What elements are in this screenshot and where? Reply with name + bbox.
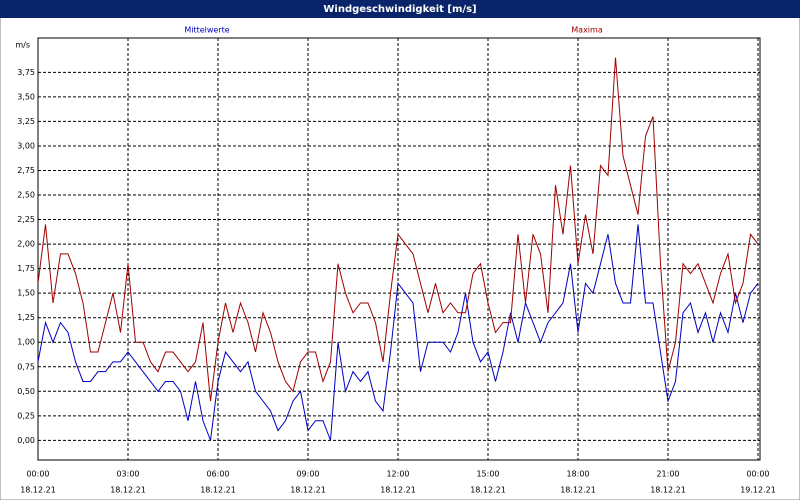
y-tick-label: 0,00 [17,436,35,445]
series-line [37,224,759,441]
x-tick-date: 19.12.21 [740,486,776,495]
title-bar [0,0,800,18]
y-tick-label: 0,50 [17,387,35,396]
x-tick-date: 18.12.21 [290,486,326,495]
y-tick-label: 1,25 [17,313,35,322]
x-tick-label: 15:00 [476,470,499,479]
x-tick-label: 06:00 [206,470,229,479]
x-tick-label: 03:00 [116,470,139,479]
y-axis-label: m/s [15,41,30,50]
plot-area [37,37,761,461]
chart-title: Windgeschwindigkeit [m/s] [323,4,476,15]
series-line [37,57,759,402]
y-tick-label: 0,25 [17,411,35,420]
x-tick-date: 18.12.21 [650,486,686,495]
y-tick-label: 3,25 [17,117,35,126]
x-tick-date: 18.12.21 [560,486,596,495]
x-tick-label: 18:00 [566,470,589,479]
x-tick-date: 18.12.21 [20,486,56,495]
x-tick-date: 18.12.21 [470,486,506,495]
legend-label: Maxima [571,26,603,35]
y-tick-label: 2,25 [17,215,35,224]
x-tick-date: 18.12.21 [200,486,236,495]
x-tick-label: 00:00 [746,470,769,479]
x-tick-date: 18.12.21 [380,486,416,495]
x-tick-date: 18.12.21 [110,486,146,495]
y-tick-label: 3,00 [17,141,35,150]
y-tick-label: 0,75 [17,362,35,371]
x-tick-label: 21:00 [656,470,679,479]
y-tick-label: 1,75 [17,264,35,273]
x-tick-label: 00:00 [26,470,49,479]
y-tick-label: 2,00 [17,240,35,249]
y-tick-label: 2,50 [17,191,35,200]
legend-label: Mittelwerte [184,26,229,35]
y-tick-label: 3,50 [17,92,35,101]
y-tick-label: 3,75 [17,68,35,77]
y-tick-label: 1,00 [17,338,35,347]
x-tick-label: 12:00 [386,470,409,479]
y-tick-label: 1,50 [17,289,35,298]
y-tick-label: 2,75 [17,166,35,175]
x-tick-label: 09:00 [296,470,319,479]
